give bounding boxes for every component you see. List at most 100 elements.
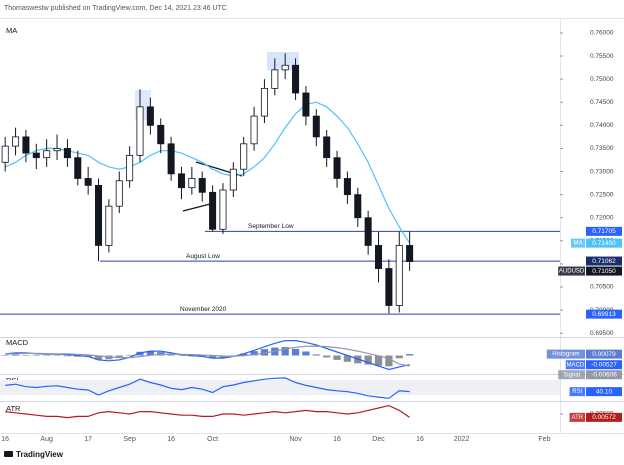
candle-body — [219, 189, 227, 230]
histogram-bar — [333, 355, 341, 360]
x-tick-label: 16 — [167, 436, 175, 443]
y-tick-label: 0.76000 — [590, 30, 614, 37]
price-badge — [586, 349, 622, 359]
price-badge-name: RSI — [572, 389, 582, 395]
candle-body — [395, 245, 403, 306]
y-tick-label: 0.70500 — [590, 284, 614, 291]
price-badge-name-bg — [565, 360, 585, 370]
candle-body — [126, 154, 134, 182]
price-badge-name-bg — [546, 349, 585, 359]
candle-body — [229, 168, 237, 191]
histogram-bar — [323, 355, 331, 358]
y-tick-label: 0.72500 — [590, 191, 614, 198]
price-badge-value: 0.00572 — [592, 414, 616, 421]
histogram-bar — [364, 355, 372, 365]
y-tick-label: 0.73500 — [590, 145, 614, 152]
level-label: August Low — [186, 253, 220, 260]
logo — [4, 451, 13, 457]
price-badge-value: 0.71705 — [592, 228, 616, 235]
level-label: September Low — [248, 223, 294, 230]
histogram-bar — [1, 355, 9, 356]
price-badge-value: -0.00527 — [591, 361, 617, 368]
candle-body — [63, 148, 71, 159]
candle-body — [343, 178, 351, 196]
histogram-bar — [385, 355, 393, 367]
panel-separator — [0, 337, 624, 338]
price-badge-name-bg — [558, 370, 585, 380]
histogram-bar — [208, 355, 217, 359]
histogram-bar — [136, 351, 144, 356]
price-badge-name: Histogram — [552, 352, 579, 358]
candle-body — [12, 136, 20, 147]
histogram-bar — [11, 354, 20, 356]
candle-body — [157, 124, 165, 145]
price-badge-name: MACD — [567, 362, 585, 368]
candle-body — [22, 136, 30, 154]
indicator-line — [5, 340, 410, 371]
price-badge — [586, 309, 622, 319]
histogram-bar — [302, 351, 310, 356]
indicator-line — [5, 404, 410, 419]
candle-body — [323, 136, 331, 159]
y-tick-label: 0.74500 — [590, 99, 614, 106]
panel-title: ATR — [6, 404, 21, 413]
candle-body — [333, 157, 341, 179]
candle-body — [385, 268, 393, 306]
price-badge-value: 0.71062 — [592, 258, 616, 265]
histogram-bar — [291, 348, 300, 356]
candle-body — [312, 115, 320, 138]
candle-body — [250, 115, 258, 145]
level-label: November 2020 — [180, 306, 227, 313]
price-badge-name-bg — [569, 412, 585, 422]
price-badge-name-bg — [569, 387, 585, 397]
candle-body — [302, 92, 310, 117]
candle-body — [136, 106, 144, 156]
candle-body — [177, 173, 185, 189]
candle-body — [115, 180, 123, 207]
candle-body — [271, 69, 279, 89]
price-badge-value: 0.00079 — [592, 351, 616, 358]
price-badge — [586, 360, 622, 370]
indicator-line — [4, 101, 411, 244]
histogram-bar — [260, 349, 269, 356]
indicator-line — [5, 345, 410, 367]
histogram-bar — [374, 355, 383, 366]
x-tick-label: 2022 — [454, 436, 470, 443]
candle-body — [198, 178, 206, 193]
price-badge-name-bg — [558, 266, 585, 276]
candle-body — [167, 143, 175, 175]
histogram-bar — [115, 355, 123, 358]
price-badge — [586, 238, 622, 248]
price-badge — [586, 370, 622, 380]
x-tick-label: Aug — [40, 436, 53, 443]
price-badge — [586, 266, 622, 276]
histogram-bar — [22, 354, 30, 356]
histogram-bar — [126, 355, 134, 356]
price-badge-name: ATR — [572, 415, 584, 421]
candle-body — [354, 194, 362, 219]
histogram-bar — [43, 355, 51, 357]
candle-body — [240, 143, 248, 170]
y-tick-label: 0.75000 — [590, 76, 614, 83]
trendline — [182, 202, 215, 212]
header: Thomaswestw published on TradingView.com… — [4, 5, 227, 12]
histogram-bar — [250, 351, 258, 356]
histogram-bar — [63, 355, 72, 357]
price-badge-name-bg — [571, 238, 585, 248]
histogram-bar — [167, 354, 175, 356]
candle-body — [32, 152, 40, 159]
histogram-bar — [177, 355, 186, 356]
x-tick-label: Feb — [538, 436, 550, 443]
candle-body — [1, 145, 9, 163]
candle-body — [84, 178, 92, 186]
candle-body — [292, 64, 300, 94]
footer: TradingView — [16, 450, 64, 459]
histogram-bar — [312, 354, 320, 356]
histogram-bar — [395, 355, 403, 359]
panel-separator — [0, 374, 624, 375]
panel-separator — [0, 401, 624, 402]
price-badge — [586, 226, 622, 236]
x-tick-label: Oct — [207, 436, 218, 443]
y-tick-label: 0.69500 — [590, 330, 614, 337]
